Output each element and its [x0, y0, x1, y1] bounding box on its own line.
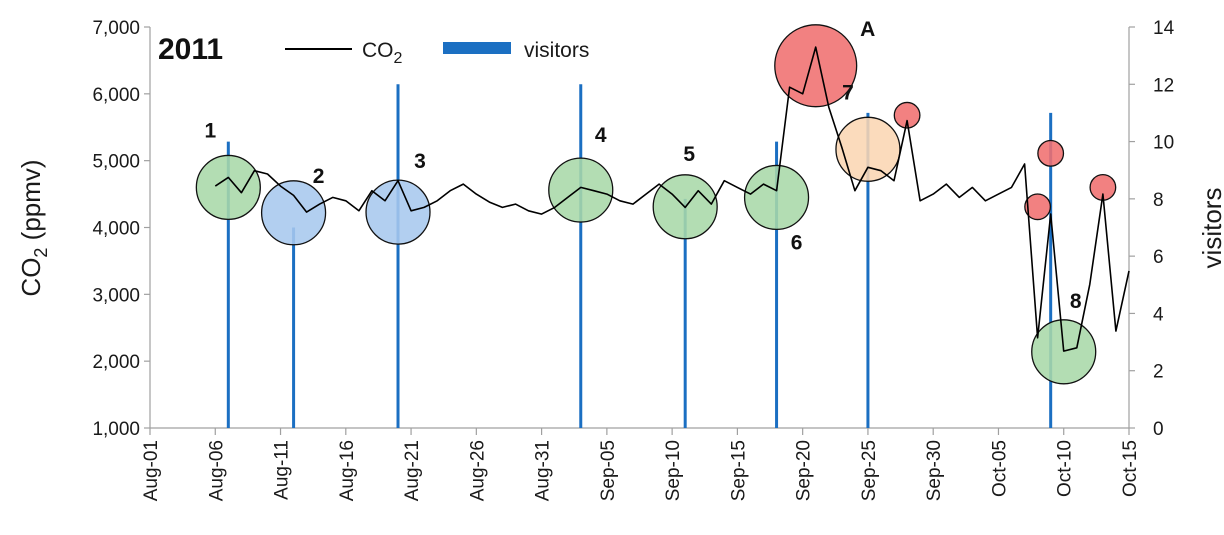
y-left-tick-label: 5,000: [92, 152, 140, 173]
event-label: 1: [204, 119, 216, 142]
x-tick-label: Sep-05: [598, 440, 619, 501]
x-tick-label: Sep-20: [794, 440, 815, 501]
chart-title: 2011: [158, 33, 223, 66]
co2-series: [214, 46, 1130, 352]
event-labels: 1 2 3 4 5 6 7 A 8: [204, 18, 1081, 313]
event-circle-small: [1037, 139, 1065, 167]
y-right-tick-label: 14: [1153, 18, 1175, 39]
x-tick-label: Aug-11: [272, 440, 293, 500]
event-label: 4: [595, 124, 607, 147]
x-tick-label: Aug-16: [337, 440, 358, 501]
event-markers: [195, 24, 1117, 385]
legend: CO2 visitors: [285, 39, 589, 67]
x-tick-label: Oct-15: [1120, 440, 1141, 497]
x-tick-label: Aug-01: [141, 440, 162, 501]
x-tick-label: Aug-31: [533, 440, 554, 501]
y-right-tick-label: 2: [1153, 362, 1164, 383]
x-tick-label: Oct-05: [989, 440, 1010, 497]
y-axis-left-title: CO2 (ppmv): [16, 159, 51, 296]
y-right-tick-label: 4: [1153, 304, 1164, 325]
y-axis-left: 1,000 2,000 3,000 4,000 5,000 6,000 7,000: [92, 18, 150, 440]
x-tick-label: Sep-15: [728, 440, 749, 501]
event-label: 7: [842, 81, 854, 104]
event-circle-7: [835, 116, 901, 182]
x-tick-label: Aug-06: [206, 440, 227, 501]
visitors-bars: [226, 84, 1053, 428]
x-tick-label: Sep-30: [924, 440, 945, 501]
co2-line: [214, 46, 1130, 352]
legend-visitors-label: visitors: [524, 39, 589, 62]
y-right-tick-label: 8: [1153, 190, 1164, 211]
x-tick-label: Oct-10: [1055, 440, 1076, 497]
legend-co2-label: CO2: [362, 39, 403, 67]
event-label: A: [860, 18, 875, 41]
y-left-tick-label: 1,000: [92, 419, 140, 440]
y-left-tick-label: 7,000: [92, 18, 140, 39]
event-label: 8: [1070, 290, 1082, 313]
y-right-tick-label: 10: [1153, 133, 1174, 154]
x-tick-label: Sep-10: [663, 440, 684, 501]
y-left-tick-label: 3,000: [92, 285, 140, 306]
y-right-tick-label: 12: [1153, 75, 1174, 96]
event-circle-small: [893, 101, 921, 129]
event-circle-small: [1024, 193, 1052, 221]
event-circle-6: [743, 164, 810, 231]
event-circle-1: [195, 154, 261, 221]
event-circle-2: [260, 180, 327, 246]
y-right-tick-label: 0: [1153, 419, 1164, 440]
y-right-tick-label: 6: [1153, 247, 1164, 268]
x-axis: Aug-01 Aug-06 Aug-11 Aug-16 Aug-21 Aug-26 Aug-…: [141, 428, 1141, 501]
legend-visitors-swatch: [443, 42, 511, 54]
event-label: 3: [414, 150, 426, 173]
event-label: 6: [791, 231, 803, 254]
event-circle-3: [365, 179, 431, 245]
event-circle-4: [548, 157, 614, 223]
x-tick-label: Aug-26: [467, 440, 488, 501]
x-tick-label: Sep-25: [859, 440, 880, 501]
event-circle-a: [774, 24, 858, 108]
y-axis-right: 0 2 4 6 8 10 12 14: [1129, 18, 1175, 440]
x-tick-label: Aug-21: [402, 440, 423, 501]
event-label: 5: [683, 143, 695, 166]
event-label: 2: [313, 165, 325, 188]
y-left-tick-label: 6,000: [92, 85, 140, 106]
y-axis-right-title: visitors: [1197, 188, 1224, 269]
y-left-tick-label: 2,000: [92, 352, 140, 373]
y-left-tick-label: 4,000: [92, 219, 140, 240]
